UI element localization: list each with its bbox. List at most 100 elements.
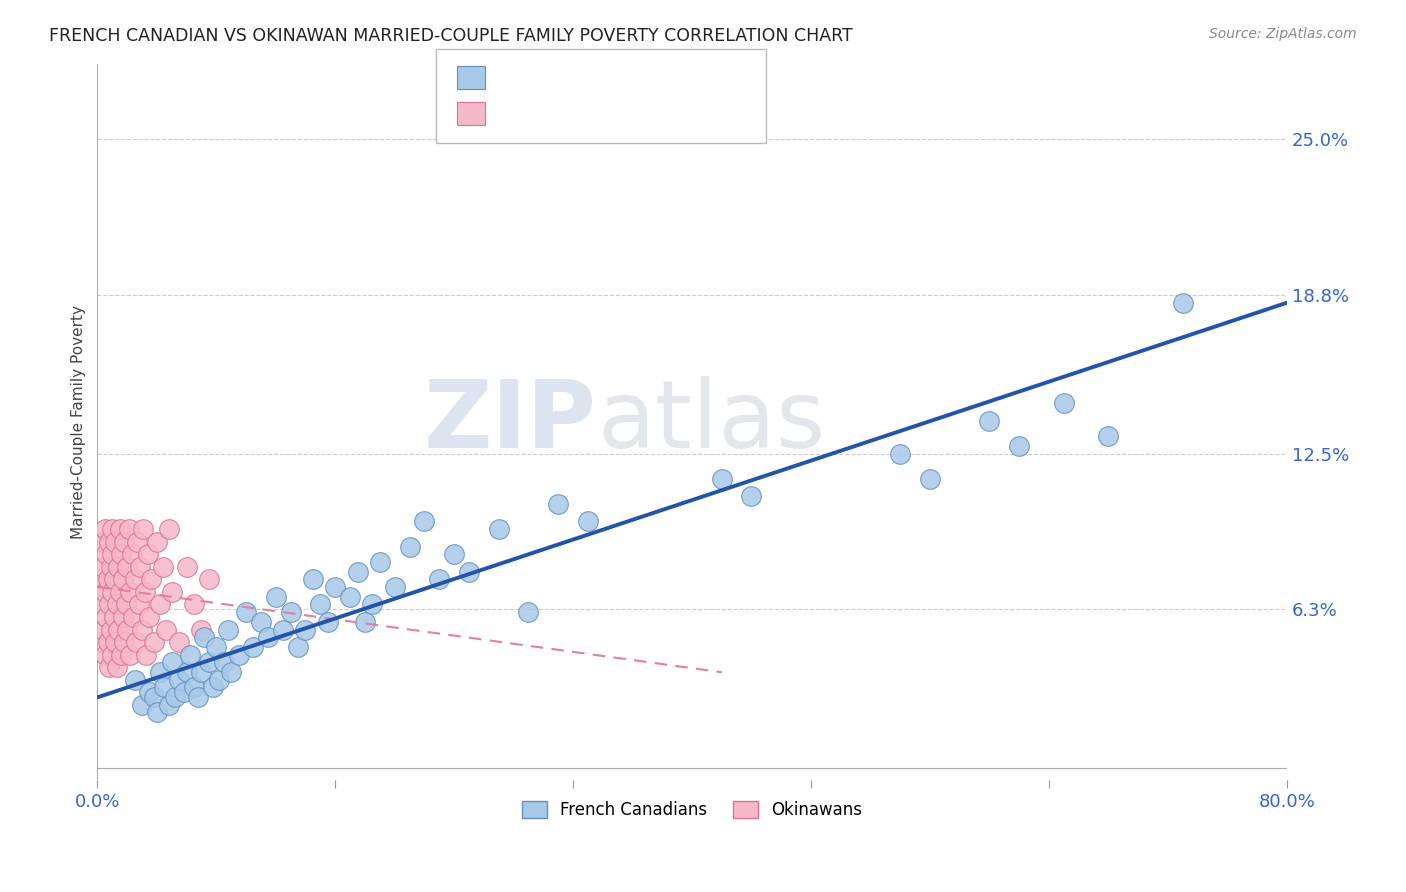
Text: FRENCH CANADIAN VS OKINAWAN MARRIED-COUPLE FAMILY POVERTY CORRELATION CHART: FRENCH CANADIAN VS OKINAWAN MARRIED-COUP… (49, 27, 853, 45)
Point (97, 635, 120, 649)
Point (138, 685, 160, 699)
Point (443, 547, 465, 561)
Point (127, 534, 149, 549)
Point (323, 580, 346, 594)
Point (176, 665, 198, 680)
Text: -0.038: -0.038 (544, 104, 603, 122)
Point (979, 414, 1001, 428)
Point (100, 559, 122, 574)
Point (107, 559, 129, 574)
Point (105, 598, 128, 612)
Text: ZIP: ZIP (425, 376, 598, 468)
Point (101, 584, 124, 599)
Point (90, 598, 112, 612)
Point (339, 590, 361, 604)
Point (740, 489, 762, 503)
Point (104, 534, 127, 549)
Point (280, 605, 302, 619)
Point (710, 472, 733, 486)
Point (160, 584, 183, 599)
Point (217, 623, 239, 637)
Point (157, 522, 180, 536)
Text: Source: ZipAtlas.com: Source: ZipAtlas.com (1209, 27, 1357, 41)
Point (125, 635, 148, 649)
Point (368, 555, 391, 569)
Point (354, 615, 377, 629)
Point (176, 559, 198, 574)
Point (117, 522, 139, 536)
Point (98, 534, 121, 549)
Point (110, 648, 132, 662)
Point (242, 640, 264, 654)
Point (142, 690, 165, 705)
Point (129, 559, 152, 574)
Point (398, 540, 420, 554)
Point (294, 623, 316, 637)
Point (547, 497, 569, 511)
Point (101, 648, 124, 662)
Point (193, 630, 215, 644)
Point (120, 584, 142, 599)
Point (576, 515, 599, 529)
Point (110, 547, 132, 561)
Point (179, 648, 201, 662)
Point (96, 610, 118, 624)
Text: R =: R = (494, 69, 524, 87)
Point (187, 690, 209, 705)
Point (146, 706, 169, 720)
Point (114, 598, 136, 612)
Point (89, 635, 111, 649)
Point (149, 598, 172, 612)
Point (152, 559, 174, 574)
Point (100, 623, 122, 637)
Point (287, 640, 309, 654)
Point (103, 610, 125, 624)
Point (108, 522, 131, 536)
Point (1053, 396, 1076, 410)
Point (167, 673, 190, 687)
Y-axis label: Married-Couple Family Poverty: Married-Couple Family Poverty (72, 305, 86, 539)
Point (361, 598, 384, 612)
Point (384, 580, 406, 594)
Point (115, 623, 138, 637)
Point (112, 534, 135, 549)
Point (111, 572, 134, 586)
Point (208, 673, 231, 687)
Point (97, 572, 120, 586)
Point (96, 547, 118, 561)
Point (90, 534, 112, 549)
Point (111, 610, 134, 624)
Point (108, 584, 131, 599)
Point (202, 681, 225, 695)
Point (94, 584, 117, 599)
Point (302, 572, 325, 586)
Point (149, 665, 172, 680)
Point (134, 584, 156, 599)
Point (107, 623, 129, 637)
Point (94, 522, 117, 536)
Point (1171, 295, 1194, 310)
Point (257, 630, 280, 644)
Point (124, 673, 146, 687)
Point (1008, 439, 1031, 453)
Point (105, 660, 128, 674)
Point (205, 640, 228, 654)
Legend: French Canadians, Okinawans: French Canadians, Okinawans (516, 794, 869, 826)
Point (173, 685, 195, 699)
Point (104, 635, 127, 649)
Point (316, 615, 339, 629)
Point (190, 623, 212, 637)
Point (135, 648, 157, 662)
Point (132, 522, 155, 536)
Text: N = 63: N = 63 (595, 69, 657, 87)
Point (139, 572, 162, 586)
Point (101, 547, 124, 561)
Point (153, 681, 176, 695)
Point (1097, 429, 1119, 443)
Point (160, 655, 183, 669)
Text: R =: R = (494, 104, 524, 122)
Point (94, 648, 117, 662)
Point (155, 623, 177, 637)
Point (889, 447, 911, 461)
Point (121, 547, 143, 561)
